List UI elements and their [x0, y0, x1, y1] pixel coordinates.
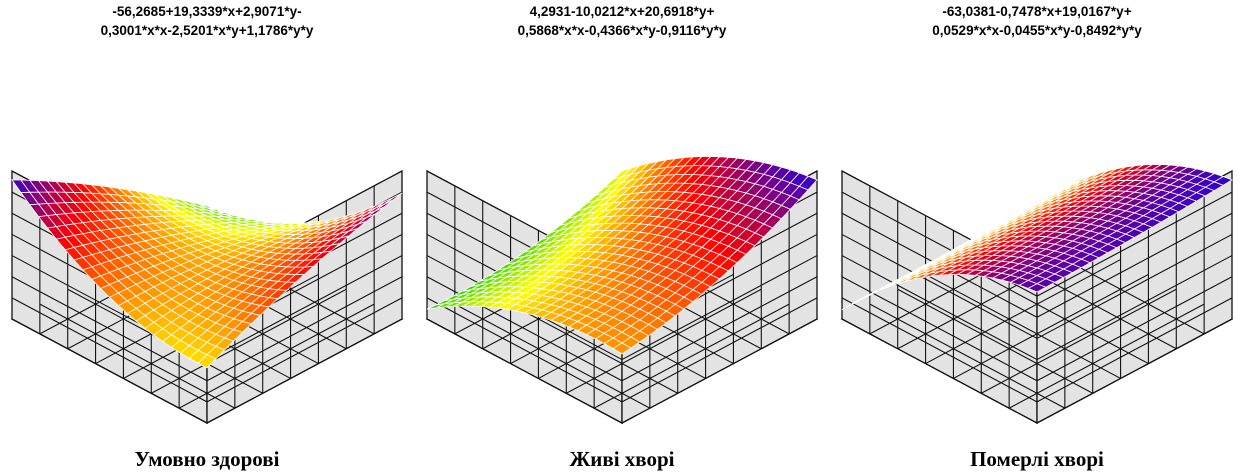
surface-mesh [426, 156, 818, 355]
grid-line [1036, 212, 1233, 318]
grid-line [206, 255, 403, 361]
surface-plot [425, 156, 819, 425]
equation-line-2: 0,5868*x*x-0,4366*x*y-0,9116*y*y [517, 23, 727, 38]
surface-panel-3: -63,0381-0,7478*x+19,0167*y+ 0,0529*x*x-… [830, 0, 1244, 476]
grid-line [11, 276, 208, 382]
grid-line [454, 303, 651, 409]
equation-line-2: 0,0529*x*x-0,0455*x*y-0,8492*y*y [932, 23, 1142, 38]
grid-line [621, 255, 818, 361]
grid-line [925, 273, 1121, 379]
equation-line-1: -63,0381-0,7478*x+19,0167*y+ [942, 4, 1132, 19]
grid-line [925, 259, 1121, 365]
grid-line [621, 276, 818, 382]
surface-plot [840, 164, 1234, 425]
grid-line [206, 276, 403, 382]
grid-line [841, 297, 1038, 403]
grid-line [841, 255, 1038, 361]
grid-line [1008, 303, 1205, 409]
grid-line [151, 288, 347, 394]
grid-line [11, 297, 208, 403]
surface-cell [197, 203, 217, 210]
grid-line [897, 288, 1093, 394]
surface-cell [1027, 197, 1047, 209]
surface-panel-2: 4,2931-10,0212*x+20,6918*y+ 0,5868*x*x-0… [415, 0, 829, 476]
surface-cell [612, 167, 632, 180]
grid-line [426, 297, 623, 403]
grid-line [1036, 233, 1233, 339]
grid-line [178, 303, 375, 409]
grid-line [566, 288, 762, 394]
grid-line [206, 297, 403, 403]
grid-line [841, 233, 1038, 339]
grid-line [1036, 191, 1233, 297]
surface-mesh [11, 179, 403, 369]
plot-caption: Живі хворі [569, 447, 675, 471]
plot-caption: Померлі хворі [970, 447, 1104, 471]
grid-line [981, 288, 1177, 394]
grid-line [621, 297, 818, 403]
grid-line [841, 276, 1038, 382]
grid-line [869, 303, 1066, 409]
surface-mesh [841, 164, 1233, 310]
equation-line-1: 4,2931-10,0212*x+20,6918*y+ [529, 4, 715, 19]
plot-caption: Умовно здорові [134, 447, 280, 471]
surface-plot [10, 169, 404, 425]
grid-line [593, 303, 790, 409]
grid-line [1036, 297, 1233, 403]
grid-line [1036, 255, 1233, 361]
grid-line [39, 303, 236, 409]
grid-line [953, 273, 1149, 379]
equation-line-2: 0,3001*x*x-2,5201*x*y+1,1786*y*y [100, 23, 314, 38]
surface-panel-1: -56,2685+19,3339*x+2,9071*y- 0,3001*x*x-… [0, 0, 414, 476]
grid-line [1036, 276, 1233, 382]
equation-line-1: -56,2685+19,3339*x+2,9071*y- [112, 4, 302, 19]
